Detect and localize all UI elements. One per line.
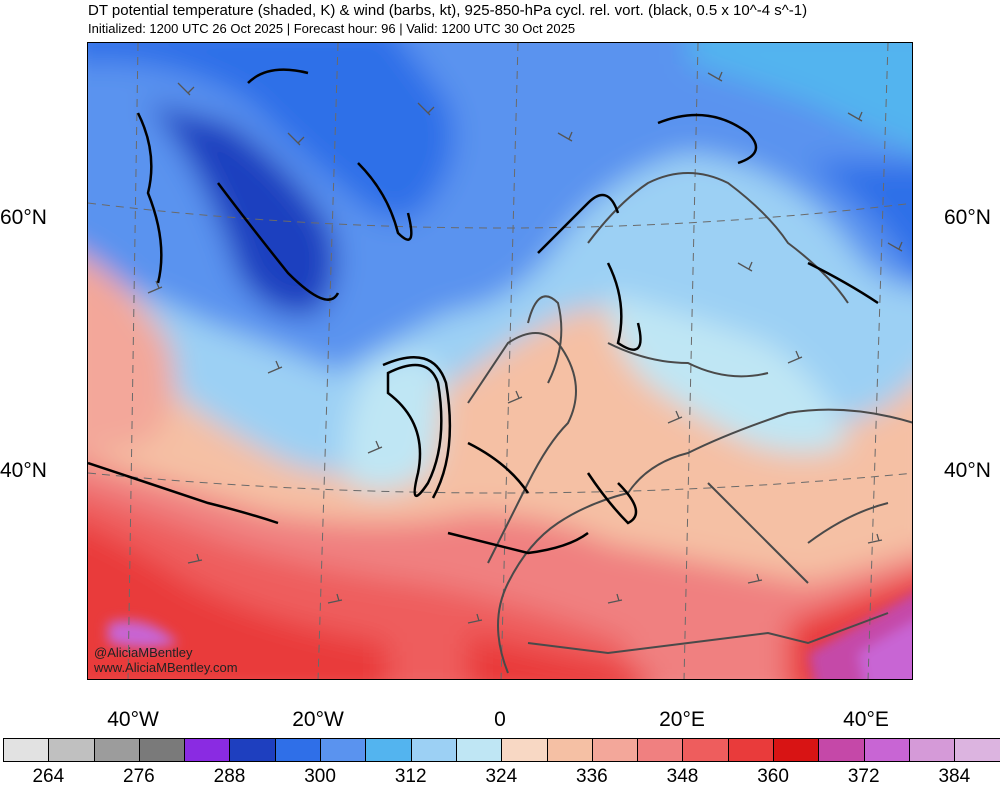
colorbar-swatch (683, 739, 729, 761)
colorbar-tick-label: 288 (213, 766, 246, 787)
coastlines (467, 172, 912, 674)
colorbar-swatch (411, 739, 457, 761)
colorbar-swatch (456, 739, 503, 761)
colorbar-swatch (638, 739, 684, 761)
colorbar-swatch (955, 739, 1000, 761)
colorbar-tick-label: 372 (847, 766, 880, 787)
colorbar (3, 738, 1000, 762)
purple-warm-core (108, 593, 912, 679)
colorbar-tick-label: 312 (394, 766, 427, 787)
lat-label-right-40n: 40°N (944, 459, 991, 482)
colorbar-swatch (502, 739, 548, 761)
colorbar-tick-label: 276 (123, 766, 155, 787)
colorbar-tick-label: 360 (757, 766, 789, 787)
colorbar-swatch (366, 739, 412, 761)
chart-subtitle: Initialized: 1200 UTC 26 Oct 2025 | Fore… (88, 21, 576, 36)
colorbar-tick-label: 384 (938, 766, 971, 787)
colorbar-swatch (185, 739, 231, 761)
lon-label-20e: 20°E (659, 708, 705, 731)
colorbar-tick-label: 264 (32, 766, 65, 787)
colorbar-swatch (864, 739, 910, 761)
colorbar-tick-label: 348 (666, 766, 699, 787)
lon-label-0: 0 (494, 708, 506, 731)
colorbar-tick-label: 324 (485, 766, 518, 787)
wind-barbs (147, 71, 903, 624)
lon-label-20w: 20°W (292, 708, 344, 731)
chart-title: DT potential temperature (shaded, K) & w… (88, 2, 808, 19)
lat-label-left-40n: 40°N (0, 459, 47, 482)
colorbar-swatch (4, 739, 50, 761)
weather-map (87, 42, 913, 680)
colorbar-tick-label: 336 (576, 766, 608, 787)
credit-website: www.AliciaMBentley.com (94, 660, 238, 675)
lat-label-left-60n: 60°N (0, 206, 47, 229)
colorbar-swatch (592, 739, 639, 761)
temperature-shading (88, 43, 912, 679)
graticule (88, 43, 912, 679)
lat-label-right-60n: 60°N (944, 206, 991, 229)
colorbar-swatch (230, 739, 276, 761)
credit-handle: @AliciaMBentley (94, 645, 193, 660)
colorbar-swatch (49, 739, 95, 761)
colorbar-swatch (139, 739, 186, 761)
vorticity-contours (88, 68, 879, 555)
colorbar-swatch (547, 739, 593, 761)
colorbar-swatch (275, 739, 322, 761)
colorbar-swatch (909, 739, 956, 761)
colorbar-swatch (321, 739, 367, 761)
lon-label-40e: 40°E (843, 708, 889, 731)
colorbar-swatch (728, 739, 775, 761)
colorbar-swatch (819, 739, 865, 761)
colorbar-swatch (94, 739, 140, 761)
colorbar-tick-label: 300 (304, 766, 336, 787)
lon-label-40w: 40°W (107, 708, 159, 731)
colorbar-swatch (774, 739, 820, 761)
